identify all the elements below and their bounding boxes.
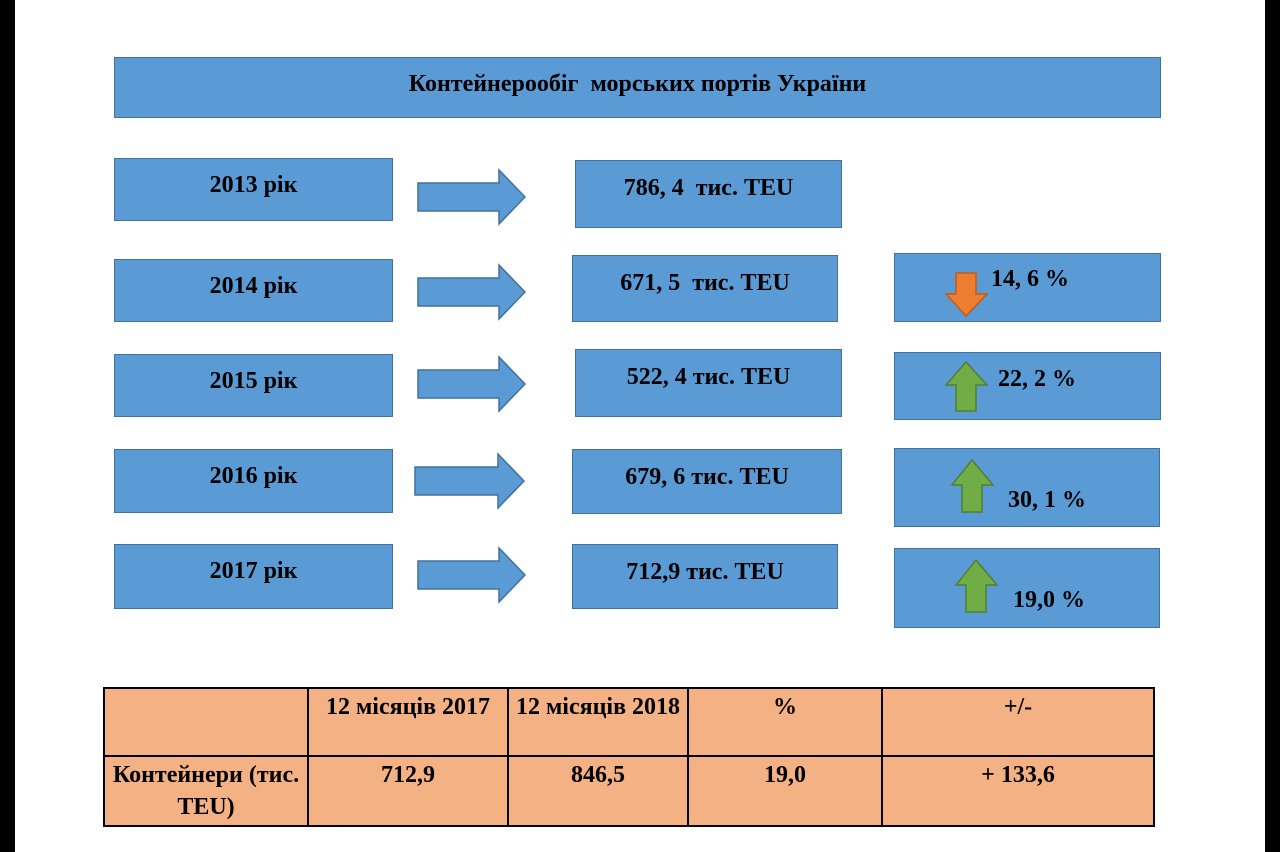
year-label: 2013 рік	[209, 172, 298, 198]
summary-table: 12 місяців 2017 12 місяців 2018 % +/- Ко…	[103, 687, 1155, 827]
year-box-2014: 2014 рік	[114, 259, 393, 322]
value-box-2017: 712,9 тис. TEU	[572, 544, 838, 609]
right-arrow-icon	[417, 546, 527, 604]
table-cell: + 133,6	[881, 755, 1155, 827]
value-label: 786, 4 тис. TEU	[623, 175, 794, 201]
table-row: Контейнери (тис. TEU) 712,9 846,5 19,0 +…	[103, 755, 1155, 827]
value-box-2015: 522, 4 тис. TEU	[575, 349, 842, 417]
table-header-cell: %	[687, 687, 883, 757]
change-box-2016: 30, 1 %	[894, 448, 1160, 527]
year-box-2015: 2015 рік	[114, 354, 393, 417]
right-arrow-icon	[417, 168, 527, 226]
change-label: 19,0 %	[1013, 587, 1085, 613]
year-label: 2014 рік	[209, 273, 298, 299]
value-box-2014: 671, 5 тис. TEU	[572, 255, 838, 322]
year-label: 2015 рік	[209, 368, 298, 394]
diagram-title: Контейнерообіг морських портів України	[114, 57, 1161, 118]
right-arrow-icon	[417, 355, 527, 413]
right-arrow-icon	[414, 452, 526, 510]
value-label: 679, 6 тис. TEU	[625, 464, 789, 490]
table-header-cell: +/-	[881, 687, 1155, 757]
change-label: 22, 2 %	[998, 366, 1076, 392]
change-label: 14, 6 %	[991, 266, 1069, 292]
year-label: 2016 рік	[209, 463, 298, 489]
table-row-label: Контейнери (тис. TEU)	[103, 755, 309, 827]
table-header-row: 12 місяців 2017 12 місяців 2018 % +/-	[103, 687, 1155, 757]
value-label: 712,9 тис. TEU	[626, 559, 784, 585]
table-header-cell	[103, 687, 309, 757]
table-header-cell: 12 місяців 2017	[307, 687, 509, 757]
year-box-2016: 2016 рік	[114, 449, 393, 513]
change-box-2014: 14, 6 %	[894, 253, 1161, 322]
arrow-up-icon	[944, 360, 989, 412]
value-box-2016: 679, 6 тис. TEU	[572, 449, 842, 514]
table-header-cell: 12 місяців 2018	[507, 687, 689, 757]
table-cell: 846,5	[507, 755, 689, 827]
value-box-2013: 786, 4 тис. TEU	[575, 160, 842, 228]
value-label: 522, 4 тис. TEU	[626, 364, 791, 390]
arrow-down-icon	[944, 272, 989, 318]
year-label: 2017 рік	[209, 558, 298, 584]
year-box-2017: 2017 рік	[114, 544, 393, 609]
arrow-up-icon	[950, 458, 995, 513]
year-box-2013: 2013 рік	[114, 158, 393, 221]
arrow-up-icon	[954, 558, 999, 613]
table-cell: 712,9	[307, 755, 509, 827]
change-box-2017: 19,0 %	[894, 548, 1160, 628]
diagram-title-text: Контейнерообіг морських портів України	[408, 71, 867, 97]
change-box-2015: 22, 2 %	[894, 352, 1161, 420]
right-arrow-icon	[417, 263, 527, 321]
table-cell: 19,0	[687, 755, 883, 827]
value-label: 671, 5 тис. TEU	[620, 270, 790, 296]
change-label: 30, 1 %	[1008, 487, 1086, 513]
